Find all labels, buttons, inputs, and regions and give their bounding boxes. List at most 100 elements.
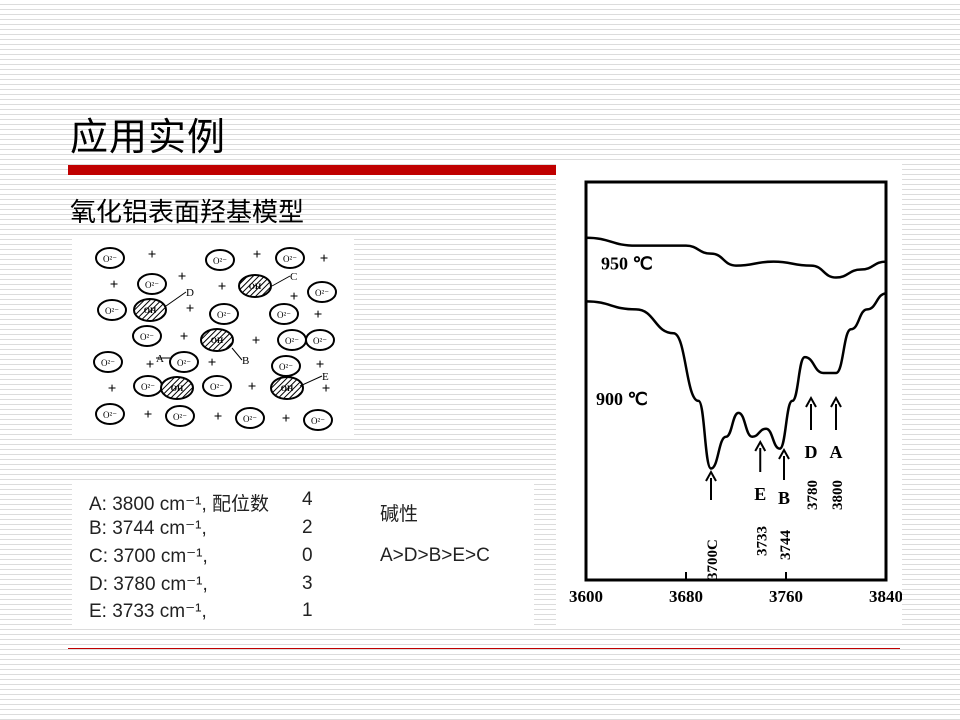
oxide-ion [205,249,235,271]
oxide-ion-label: O²⁻ [313,336,327,346]
peak-wavenumber-b: 3744 [778,530,794,561]
site-label-c: C [290,271,297,283]
oxide-ion [95,247,125,269]
table-row-c: C: 3700 cm⁻¹, [89,546,208,567]
peak-wavenumber-d: 3780 [805,480,821,510]
peak-arrow-head [830,395,842,408]
oxide-ion-label: O²⁻ [141,382,155,392]
oxide-ion-label: O²⁻ [177,358,191,368]
oxide-ion [97,299,127,321]
hydroxyl-group [270,376,304,400]
cation-plus: + [148,247,157,263]
table-row-a: A: 3800 cm⁻¹, 配位数 [89,494,270,515]
peak-wavenumber-e: 3733 [754,526,770,556]
oxide-ion-label: O²⁻ [173,412,187,422]
site-label-a: A [156,353,164,365]
oxide-ion-label: O²⁻ [277,310,291,320]
oxide-ion-label: O²⁻ [140,332,154,342]
oxide-ion [303,409,333,431]
oxide-ion [271,355,301,377]
site-leader-line [271,275,291,287]
table-row-d: D: 3780 cm⁻¹, [89,574,208,595]
ir-spectrum-chart: 950 ℃ 900 ℃ 3700C E 3733 B 3744 D 3780 A 3800 360… [556,160,903,628]
series-label-900c: 900 ℃ [596,389,648,409]
table-row-e: E: 3733 cm⁻¹, [89,601,207,622]
oxide-ion-label: O²⁻ [279,362,293,372]
oxide-ion [235,407,265,429]
coord-number-b: 2 [302,517,313,538]
peak-letter-a: A [830,442,843,462]
oxide-ion-label: O²⁻ [105,306,119,316]
site-leader-line [299,375,323,387]
peak-arrow-head [778,447,790,460]
oxide-ion-label: O²⁻ [103,254,117,264]
slide-title: 应用实例 [70,115,227,159]
peak-letter-d: D [805,442,818,462]
cation-plus: + [322,381,331,397]
oxide-ion [202,375,232,397]
oxide-ion-label: O²⁻ [285,336,299,346]
curve-950c [585,236,887,279]
title-rule [68,165,558,175]
hydroxyl-label: OH [281,384,294,393]
series-label-950c: 950 ℃ [601,254,653,274]
coord-number-a: 4 [302,489,313,510]
site-leader-line [231,347,243,361]
peak-wavenumber-a: 3800 [830,480,846,510]
oxide-ion [169,351,199,373]
oxide-ion-label: O²⁻ [213,256,227,266]
oxide-ion [305,329,335,351]
basicity-order: A>D>B>E>C [380,545,490,566]
cation-plus: + [320,251,329,267]
cation-plus: + [282,411,291,427]
oxide-ion [132,325,162,347]
surface-model-svg: O²⁻ + O²⁻ + O²⁻ + + O²⁻ + + OH O²⁻ + O²⁻ OH + O²⁻ O²⁻ + O²⁻… [93,247,337,431]
site-label-d: D [186,287,194,299]
oxide-ion [209,303,239,325]
oxide-ion [93,351,123,373]
coord-number-c: 0 [302,545,313,566]
hydroxyl-label: OH [144,306,157,315]
alumina-surface-model: O²⁻ + O²⁻ + O²⁻ + + O²⁻ + + OH O²⁻ + O²⁻ OH + O²⁻ O²⁻ + O²⁻… [72,236,354,438]
band-assignment-table: A: 3800 cm⁻¹, 配位数 4 B: 3744 cm⁻¹, 2 C: 3… [72,483,534,629]
cation-plus: + [214,409,223,425]
cation-plus: + [208,355,217,371]
slide-subtitle: 氧化铝表面羟基模型 [70,198,305,228]
oxide-ion [137,273,167,295]
oxide-ion-label: O²⁻ [217,310,231,320]
cation-plus: + [290,289,299,305]
peak-arrow-head [705,469,717,482]
basicity-label: 碱性 [380,503,419,525]
oxide-ion-label: O²⁻ [145,280,159,290]
cation-plus: + [178,269,187,285]
cation-plus: + [314,307,323,323]
cation-plus: + [146,357,155,373]
oxide-ion-label: O²⁻ [243,414,257,424]
site-label-b: B [242,355,249,367]
plot-frame [584,180,888,582]
hydroxyl-group [160,376,194,400]
hydroxyl-label: OH [171,384,184,393]
peak-label-c: 3700C [705,539,721,580]
cation-plus: + [253,247,262,263]
curve-900c [585,292,887,470]
oxide-ion [269,303,299,325]
oxide-ion-label: O²⁻ [315,288,329,298]
site-label-e: E [322,371,329,383]
table-row-b: B: 3744 cm⁻¹, [89,518,207,539]
hydroxyl-label: OH [211,336,224,345]
cation-plus: + [186,301,195,317]
cation-plus: + [316,357,325,373]
x-tick-label-3760: 3760 [769,587,803,606]
peak-arrow-head [754,439,767,452]
oxide-ion [275,247,305,269]
cation-plus: + [110,277,119,293]
coord-number-d: 3 [302,573,313,594]
cation-plus: + [108,381,117,397]
coord-number-e: 1 [302,600,313,621]
oxide-ion-label: O²⁻ [101,358,115,368]
x-tick-label-3840: 3840 [869,587,902,606]
oxide-ion-label: O²⁻ [103,410,117,420]
oxide-ion-label: O²⁻ [311,416,325,426]
oxide-ion [307,281,337,303]
